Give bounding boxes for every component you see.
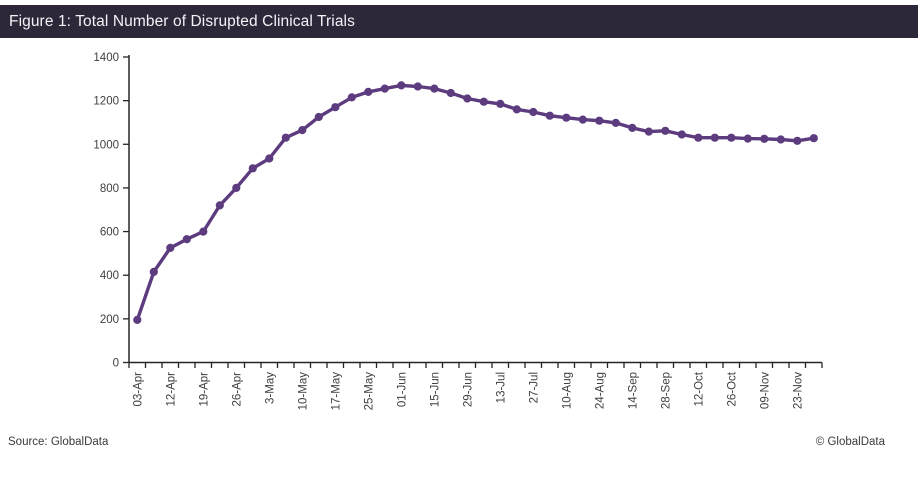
data-point-marker bbox=[562, 113, 571, 122]
x-axis-tick-label: 10-Aug bbox=[561, 372, 573, 409]
x-axis-tick-label: 29-Jun bbox=[462, 372, 474, 407]
data-point-marker bbox=[809, 134, 818, 143]
data-point-marker bbox=[611, 118, 620, 127]
data-point-marker bbox=[314, 112, 323, 122]
chart-area: 0 200 400 600 800 1000 1200 1400 03-Apr 12-Apr 19-… bbox=[0, 38, 922, 430]
data-point-marker bbox=[578, 115, 587, 124]
x-axis-tick-label: 12-Oct bbox=[693, 371, 705, 406]
x-axis-tick-label: 12-Apr bbox=[165, 372, 177, 407]
x-axis-tick-label: 10-May bbox=[297, 372, 309, 411]
x-axis-tick-label: 17-May bbox=[330, 372, 342, 411]
line-chart: 0 200 400 600 800 1000 1200 1400 03-Apr 12-Apr 19-… bbox=[93, 52, 823, 411]
y-axis-tick-label: 1200 bbox=[93, 96, 119, 108]
copyright-note: © GlobalData bbox=[815, 436, 885, 448]
x-axis-tick-label: 25-May bbox=[363, 372, 375, 411]
data-point-marker bbox=[644, 127, 653, 136]
data-point-marker bbox=[215, 201, 224, 210]
data-point-marker bbox=[793, 136, 802, 145]
y-axis-tick-label: 800 bbox=[100, 183, 119, 195]
x-axis-tick-label: 3-May bbox=[264, 372, 276, 404]
x-axis-tick-label: 13-Jul bbox=[495, 372, 507, 403]
data-point-marker bbox=[595, 116, 604, 125]
source-note: Source: GlobalData bbox=[8, 436, 109, 448]
data-point-marker bbox=[479, 97, 488, 106]
x-axis-tick-label: 19-Apr bbox=[198, 372, 210, 407]
figure-title: Figure 1: Total Number of Disrupted Clin… bbox=[9, 12, 355, 30]
data-point-marker bbox=[727, 133, 736, 142]
data-point-marker bbox=[347, 93, 356, 102]
data-point-marker bbox=[628, 123, 637, 132]
data-point-marker bbox=[463, 94, 472, 103]
data-point-marker bbox=[133, 315, 142, 324]
trend-line bbox=[135, 83, 816, 322]
data-point-marker bbox=[182, 235, 191, 244]
data-point-marker bbox=[199, 227, 208, 236]
data-point-marker bbox=[413, 82, 422, 91]
data-point-marker bbox=[380, 84, 389, 93]
y-axis-tick-label: 0 bbox=[113, 358, 119, 370]
data-point-marker bbox=[677, 130, 686, 139]
y-axis-tick-label: 400 bbox=[100, 270, 119, 282]
data-point-marker bbox=[776, 135, 785, 144]
data-point-marker bbox=[661, 126, 670, 135]
data-point-marker bbox=[331, 103, 340, 112]
data-point-marker bbox=[545, 111, 554, 120]
data-point-marker bbox=[298, 126, 307, 135]
data-point-marker bbox=[149, 267, 158, 276]
x-axis-tick-label: 01-Jun bbox=[396, 372, 408, 407]
x-axis-tick-label: 28-Sep bbox=[660, 372, 672, 409]
x-axis-tick-label: 23-Nov bbox=[792, 372, 804, 409]
y-axis-tick-label: 200 bbox=[100, 314, 119, 326]
data-point-marker bbox=[248, 164, 257, 173]
y-axis-tick-label: 600 bbox=[100, 227, 119, 239]
data-point-marker bbox=[397, 81, 406, 90]
data-point-marker bbox=[760, 134, 769, 143]
data-point-marker bbox=[232, 183, 241, 192]
data-point-marker bbox=[743, 134, 752, 143]
data-point-marker bbox=[512, 105, 521, 114]
figure-title-bar: Figure 1: Total Number of Disrupted Clin… bbox=[0, 5, 918, 38]
x-axis-tick-label: 15-Jun bbox=[429, 372, 441, 407]
data-point-marker bbox=[694, 133, 703, 142]
x-axis-tick-label: 03-Apr bbox=[132, 372, 144, 407]
data-point-marker bbox=[166, 243, 175, 252]
data-point-marker bbox=[446, 88, 455, 98]
x-axis-tick-label: 24-Aug bbox=[594, 372, 606, 409]
data-point-marker bbox=[364, 87, 373, 96]
data-point-marker bbox=[265, 154, 274, 163]
data-point-marker bbox=[529, 107, 538, 117]
x-axis-tick-label: 14-Sep bbox=[627, 372, 639, 409]
x-axis-tick-label: 09-Nov bbox=[759, 372, 771, 409]
data-point-marker bbox=[710, 133, 719, 142]
x-axis-tick-label: 26-Oct bbox=[726, 371, 738, 406]
data-point-marker bbox=[281, 133, 290, 142]
x-axis-tick-label: 26-Apr bbox=[231, 372, 243, 407]
y-axis-tick-label: 1000 bbox=[93, 139, 119, 151]
y-axis-tick-label: 1400 bbox=[93, 52, 119, 64]
x-axis-tick-label: 27-Jul bbox=[528, 372, 540, 403]
data-point-marker bbox=[430, 84, 439, 93]
data-point-marker bbox=[496, 99, 505, 108]
